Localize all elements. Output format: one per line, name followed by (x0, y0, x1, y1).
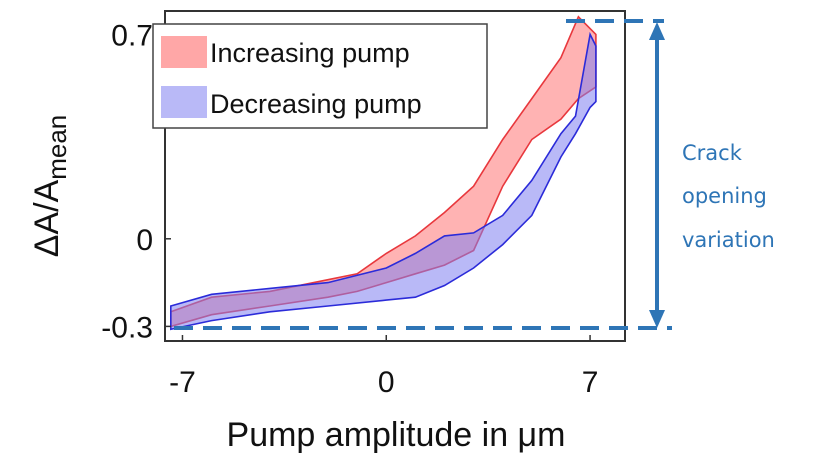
x-tick-label: -7 (169, 366, 196, 399)
series-layer (170, 15, 597, 331)
legend-swatch-increasing (161, 36, 207, 68)
legend-label-decreasing: Decreasing pump (210, 89, 422, 119)
y-tick-label: 0.7 (111, 19, 153, 52)
x-tick-label: 0 (378, 366, 395, 399)
legend-label-increasing: Increasing pump (210, 38, 410, 68)
y-tick-label: 0 (136, 224, 153, 257)
series-band-decreasing-pump (170, 31, 597, 331)
y-axis-label-main: ΔA/A (28, 179, 66, 257)
arrow-head-up-icon (649, 22, 665, 40)
annotation-line-2: opening (682, 184, 767, 208)
axis-ticks: -7 0 7 -0.3 0 0.7 (101, 19, 598, 399)
arrow-head-down-icon (649, 310, 665, 328)
legend-box (152, 23, 488, 129)
legend: Increasing pump Decreasing pump (152, 23, 488, 129)
y-axis-label-subscript: mean (42, 115, 72, 180)
y-tick-label: -0.3 (101, 311, 153, 344)
annotation-line-3: variation (682, 228, 775, 252)
annotation-line-1: Crack (682, 141, 743, 165)
svg-text:ΔA/Amean: ΔA/Amean (28, 115, 72, 258)
legend-swatch-decreasing (161, 86, 207, 118)
y-axis-label: ΔA/Amean (28, 115, 72, 258)
x-tick-label: 7 (582, 366, 599, 399)
crack-opening-annotation: Crack opening variation (174, 19, 775, 330)
x-axis-label: Pump amplitude in μm (227, 416, 566, 454)
